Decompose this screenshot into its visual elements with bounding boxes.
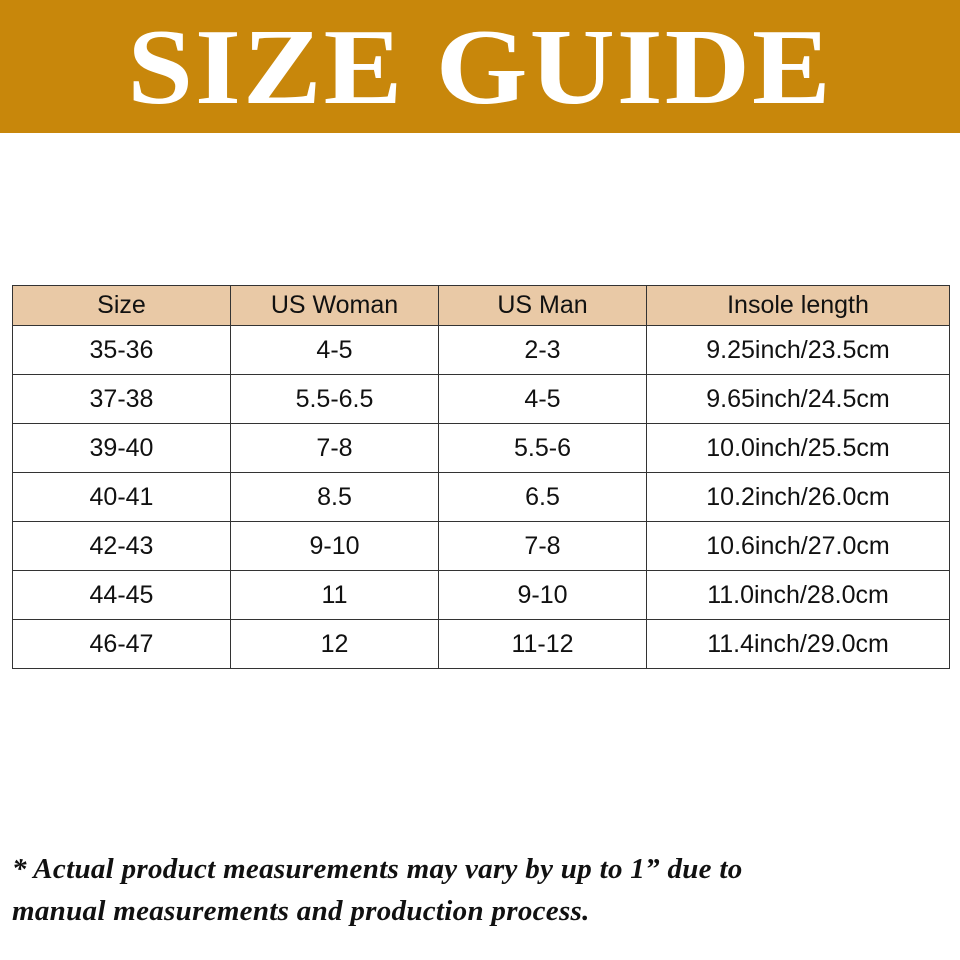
- table-header-row: Size US Woman US Man Insole length: [12, 285, 950, 326]
- table-cell: 40-41: [12, 472, 231, 522]
- table-cell: 11: [230, 570, 439, 620]
- table-row: 44-45 11 9-10 11.0inch/28.0cm: [12, 570, 950, 620]
- table-cell: 44-45: [12, 570, 231, 620]
- table-cell: 11-12: [438, 619, 647, 669]
- column-header: Size: [12, 285, 231, 326]
- column-header: Insole length: [646, 285, 950, 326]
- table-cell: 7-8: [230, 423, 439, 473]
- table-cell: 9.65inch/24.5cm: [646, 374, 950, 424]
- table-cell: 11.4inch/29.0cm: [646, 619, 950, 669]
- table-cell: 5.5-6: [438, 423, 647, 473]
- table-row: 46-47 12 11-12 11.4inch/29.0cm: [12, 619, 950, 669]
- note-line: * Actual product measurements may vary b…: [12, 853, 743, 885]
- column-header: US Woman: [230, 285, 439, 326]
- table-row: 42-43 9-10 7-8 10.6inch/27.0cm: [12, 521, 950, 571]
- table-row: 35-36 4-5 2-3 9.25inch/23.5cm: [12, 325, 950, 375]
- table-row: 40-41 8.5 6.5 10.2inch/26.0cm: [12, 472, 950, 522]
- table-row: 37-38 5.5-6.5 4-5 9.65inch/24.5cm: [12, 374, 950, 424]
- table-cell: 5.5-6.5: [230, 374, 439, 424]
- disclaimer-note: * Actual product measurements may vary b…: [12, 848, 952, 932]
- size-table: Size US Woman US Man Insole length 35-36 4-5…: [12, 285, 950, 669]
- table-cell: 10.6inch/27.0cm: [646, 521, 950, 571]
- table-cell: 4-5: [438, 374, 647, 424]
- table-cell: 46-47: [12, 619, 231, 669]
- table-cell: 39-40: [12, 423, 231, 473]
- table-cell: 12: [230, 619, 439, 669]
- table-cell: 2-3: [438, 325, 647, 375]
- table-cell: 37-38: [12, 374, 231, 424]
- page-title: SIZE GUIDE: [127, 5, 833, 127]
- table-cell: 42-43: [12, 521, 231, 571]
- table-cell: 9.25inch/23.5cm: [646, 325, 950, 375]
- table-row: 39-40 7-8 5.5-6 10.0inch/25.5cm: [12, 423, 950, 473]
- table-cell: 9-10: [438, 570, 647, 620]
- table-cell: 9-10: [230, 521, 439, 571]
- table-cell: 10.0inch/25.5cm: [646, 423, 950, 473]
- note-line: manual measurements and production proce…: [12, 895, 590, 927]
- title-banner: SIZE GUIDE: [0, 0, 960, 133]
- table-cell: 7-8: [438, 521, 647, 571]
- table-cell: 35-36: [12, 325, 231, 375]
- column-header: US Man: [438, 285, 647, 326]
- table-cell: 4-5: [230, 325, 439, 375]
- table-cell: 11.0inch/28.0cm: [646, 570, 950, 620]
- table-cell: 10.2inch/26.0cm: [646, 472, 950, 522]
- table-cell: 6.5: [438, 472, 647, 522]
- table-cell: 8.5: [230, 472, 439, 522]
